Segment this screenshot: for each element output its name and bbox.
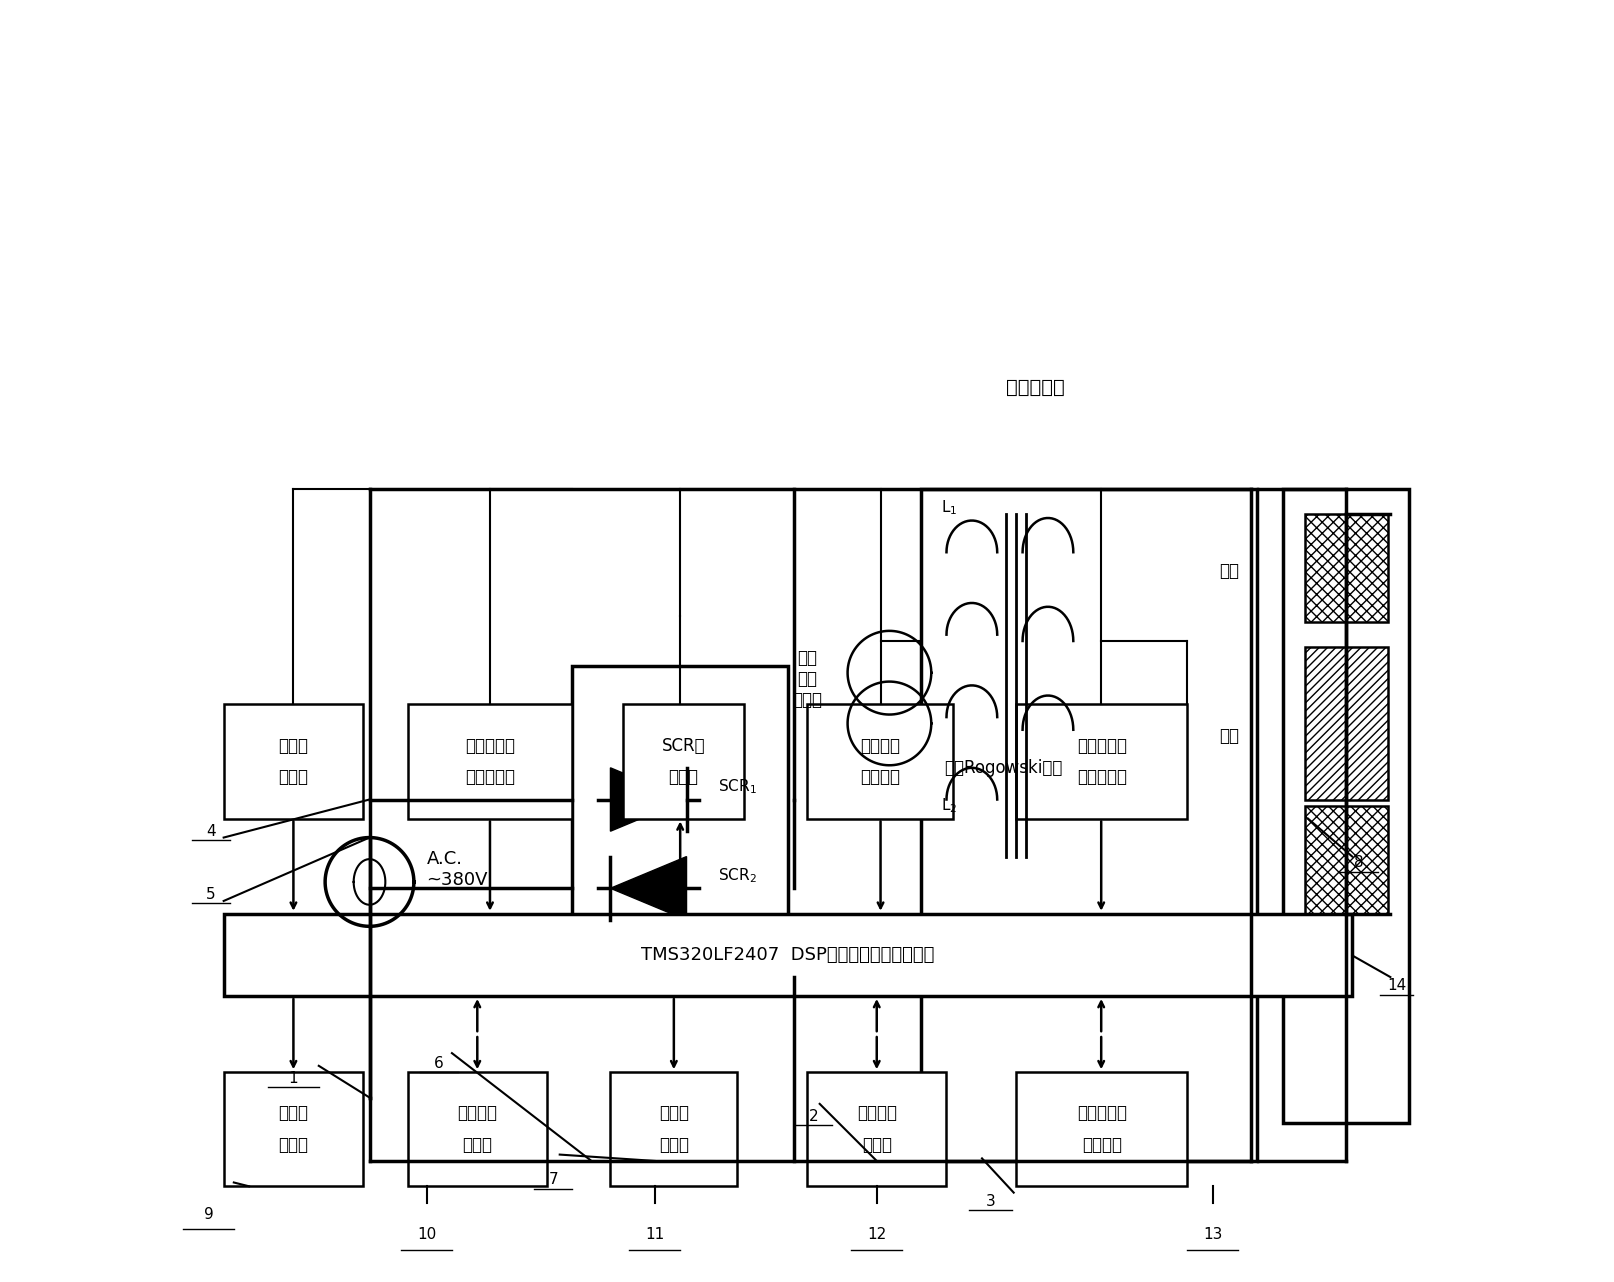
FancyBboxPatch shape	[807, 704, 952, 818]
Text: L$_1$: L$_1$	[941, 499, 957, 517]
FancyBboxPatch shape	[1306, 647, 1388, 800]
Text: 微型Rogowski线圈: 微型Rogowski线圈	[944, 759, 1062, 777]
Text: 8: 8	[1354, 855, 1364, 870]
Text: A.C.
~380V: A.C. ~380V	[426, 850, 487, 888]
Polygon shape	[610, 856, 686, 920]
FancyBboxPatch shape	[224, 1072, 363, 1186]
FancyBboxPatch shape	[408, 1072, 547, 1186]
FancyBboxPatch shape	[408, 704, 573, 818]
Text: SCR触: SCR触	[662, 737, 705, 755]
Text: 4: 4	[207, 824, 216, 838]
FancyBboxPatch shape	[224, 704, 363, 818]
FancyBboxPatch shape	[573, 667, 788, 977]
Text: 6: 6	[434, 1056, 444, 1070]
Text: 电流导数信: 电流导数信	[1077, 737, 1127, 755]
Text: SCR$_2$: SCR$_2$	[718, 867, 757, 885]
Text: 接口电路: 接口电路	[1081, 1136, 1122, 1154]
FancyBboxPatch shape	[1306, 514, 1388, 622]
Text: 电流信号: 电流信号	[860, 737, 901, 755]
Text: 焊接变压器: 焊接变压器	[1006, 378, 1065, 397]
Text: 5: 5	[207, 887, 216, 903]
Text: 示电路: 示电路	[862, 1136, 893, 1154]
Text: 调理电路: 调理电路	[860, 768, 901, 786]
FancyBboxPatch shape	[1283, 488, 1409, 1123]
FancyBboxPatch shape	[623, 704, 744, 818]
Text: 2: 2	[809, 1109, 818, 1124]
Text: L$_2$: L$_2$	[941, 796, 957, 815]
FancyBboxPatch shape	[922, 488, 1257, 1161]
Text: 动电路: 动电路	[659, 1136, 689, 1154]
Text: 位电路: 位电路	[462, 1136, 492, 1154]
FancyBboxPatch shape	[224, 914, 1353, 996]
Text: 10: 10	[416, 1227, 436, 1242]
Text: TMS320LF2407  DSP控制器＋片上外扩电路: TMS320LF2407 DSP控制器＋片上外扩电路	[641, 946, 935, 964]
Text: SCR$_1$: SCR$_1$	[718, 777, 757, 796]
Text: 14: 14	[1386, 978, 1406, 994]
Text: 1: 1	[289, 1070, 299, 1086]
Text: 冲检测回路: 冲检测回路	[465, 768, 515, 786]
Text: 网压同: 网压同	[279, 737, 308, 755]
Text: 通讯与互锁: 通讯与互锁	[1077, 1104, 1127, 1122]
Text: 时钟与复: 时钟与复	[457, 1104, 497, 1122]
FancyBboxPatch shape	[1017, 1072, 1188, 1186]
Text: 13: 13	[1202, 1227, 1222, 1242]
Text: 9: 9	[203, 1206, 213, 1222]
Text: 霍尔
电流
传感器: 霍尔 电流 传感器	[792, 649, 822, 709]
Text: 电流过零脉: 电流过零脉	[465, 737, 515, 755]
Text: 步回路: 步回路	[279, 768, 308, 786]
Text: 工件: 工件	[1219, 727, 1240, 745]
Text: 警电路: 警电路	[279, 1136, 308, 1154]
Text: 7: 7	[549, 1173, 558, 1187]
Text: 12: 12	[867, 1227, 886, 1242]
Text: 键盘与显: 键盘与显	[857, 1104, 897, 1122]
Text: 号调理电路: 号调理电路	[1077, 768, 1127, 786]
FancyBboxPatch shape	[610, 1072, 738, 1186]
FancyBboxPatch shape	[1017, 704, 1188, 818]
FancyBboxPatch shape	[807, 1072, 946, 1186]
Text: 11: 11	[646, 1227, 665, 1242]
Polygon shape	[610, 768, 686, 831]
Text: 电极: 电极	[1219, 563, 1240, 581]
Text: 3: 3	[986, 1194, 996, 1209]
Text: 外围驱: 外围驱	[659, 1104, 689, 1122]
Text: 声光报: 声光报	[279, 1104, 308, 1122]
Text: 发电路: 发电路	[668, 768, 699, 786]
FancyBboxPatch shape	[1306, 806, 1388, 914]
